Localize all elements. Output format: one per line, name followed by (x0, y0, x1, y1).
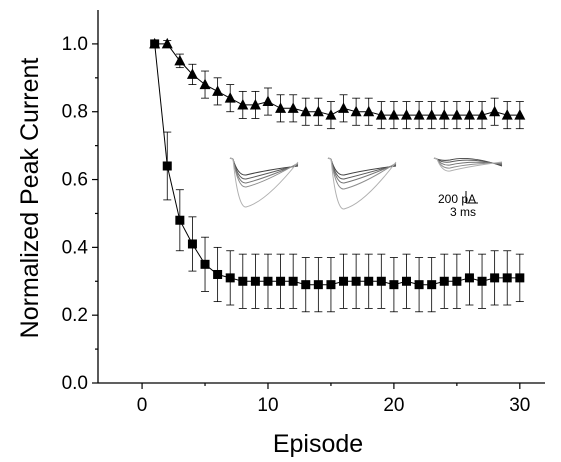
data-point-square (238, 276, 248, 286)
current-trace (327, 157, 397, 210)
current-trace (229, 157, 299, 208)
series-square (150, 39, 525, 313)
data-point-triangle (438, 109, 450, 120)
data-point-square (427, 280, 437, 290)
data-point-triangle (476, 109, 488, 120)
inset-traces (229, 157, 503, 210)
data-point-square (150, 39, 160, 49)
data-point-square (276, 276, 286, 286)
data-point-triangle (514, 109, 526, 120)
data-point-triangle (463, 109, 475, 120)
data-point-triangle (275, 102, 287, 113)
current-trace (229, 157, 299, 176)
data-point-square (464, 273, 474, 283)
current-trace (229, 157, 299, 184)
y-axis-title: Normalized Peak Current (16, 58, 44, 339)
data-point-triangle (413, 109, 425, 120)
current-trace (327, 157, 397, 190)
series-triangle (149, 37, 526, 130)
y-ticks: 0.0 0.2 0.4 0.6 0.8 1.0 (62, 34, 98, 394)
y-tick-label: 1.0 (62, 34, 88, 55)
data-point-square (376, 276, 386, 286)
y-tick-label: 0.0 (62, 373, 88, 394)
data-point-square (301, 280, 311, 290)
data-point-square (263, 276, 273, 286)
axes (97, 10, 545, 384)
data-point-triangle (199, 78, 211, 90)
data-point-triangle (338, 102, 350, 113)
y-tick-label: 0.2 (62, 305, 88, 326)
data-point-square (225, 273, 235, 283)
current-trace (433, 157, 503, 166)
data-point-square (439, 276, 449, 286)
data-point-triangle (249, 98, 261, 110)
data-point-triangle (161, 37, 173, 49)
data-point-triangle (375, 109, 387, 120)
x-tick-label: 20 (383, 395, 404, 416)
current-trace (433, 157, 503, 166)
scale-label-time: 3 ms (450, 205, 476, 219)
scale-label-current: 200 pA (438, 192, 476, 206)
inset-trace-group (433, 157, 503, 172)
data-point-triangle (451, 109, 463, 120)
data-point-square (477, 276, 487, 286)
data-point-triangle (501, 109, 513, 120)
data-point-square (414, 280, 424, 290)
y-tick-label: 0.8 (62, 102, 88, 123)
data-point-square (490, 273, 500, 283)
data-point-square (187, 239, 197, 249)
data-point-square (313, 280, 323, 290)
current-trace (327, 157, 397, 176)
current-trace (229, 157, 299, 188)
current-trace (433, 157, 503, 172)
data-point-triangle (312, 105, 324, 117)
data-point-square (389, 280, 399, 290)
x-tick-label: 10 (257, 395, 278, 416)
data-point-triangle (300, 105, 312, 117)
data-point-triangle (186, 68, 198, 79)
data-point-triangle (363, 105, 375, 117)
data-point-square (288, 276, 298, 286)
series-layer (149, 37, 526, 313)
x-axis-title: Episode (273, 430, 363, 458)
inset-trace-group (229, 157, 299, 208)
data-point-square (200, 259, 210, 269)
series-line (154, 43, 520, 116)
y-tick-label: 0.4 (62, 237, 89, 258)
data-point-triangle (426, 109, 438, 120)
data-point-square (213, 269, 223, 279)
data-point-triangle (224, 92, 236, 103)
x-tick-label: 0 (137, 395, 148, 416)
scale-bar: 200 pA 3 ms (438, 191, 478, 219)
data-point-square (250, 276, 260, 286)
data-point-square (351, 276, 361, 286)
data-point-square (339, 276, 349, 286)
data-point-square (401, 276, 411, 286)
y-tick-label: 0.6 (62, 170, 88, 191)
data-point-triangle (400, 109, 412, 120)
x-ticks: 0 10 20 30 (137, 383, 530, 416)
data-point-square (326, 280, 336, 290)
data-point-triangle (489, 105, 501, 117)
inset-trace-group (327, 157, 397, 210)
data-point-triangle (237, 98, 249, 110)
data-point-square (175, 215, 185, 225)
data-point-square (502, 273, 512, 283)
data-point-triangle (350, 105, 362, 117)
data-point-square (515, 273, 525, 283)
data-point-triangle (287, 102, 299, 113)
data-point-square (162, 161, 172, 171)
data-point-square (364, 276, 374, 286)
current-trace (433, 157, 503, 167)
data-point-triangle (388, 109, 400, 120)
current-trace (327, 157, 397, 184)
data-point-triangle (262, 95, 274, 107)
series-line (154, 43, 520, 286)
data-point-square (452, 276, 462, 286)
x-tick-label: 30 (509, 395, 530, 416)
data-point-triangle (325, 109, 337, 120)
data-point-triangle (212, 85, 224, 96)
data-point-triangle (174, 54, 186, 66)
